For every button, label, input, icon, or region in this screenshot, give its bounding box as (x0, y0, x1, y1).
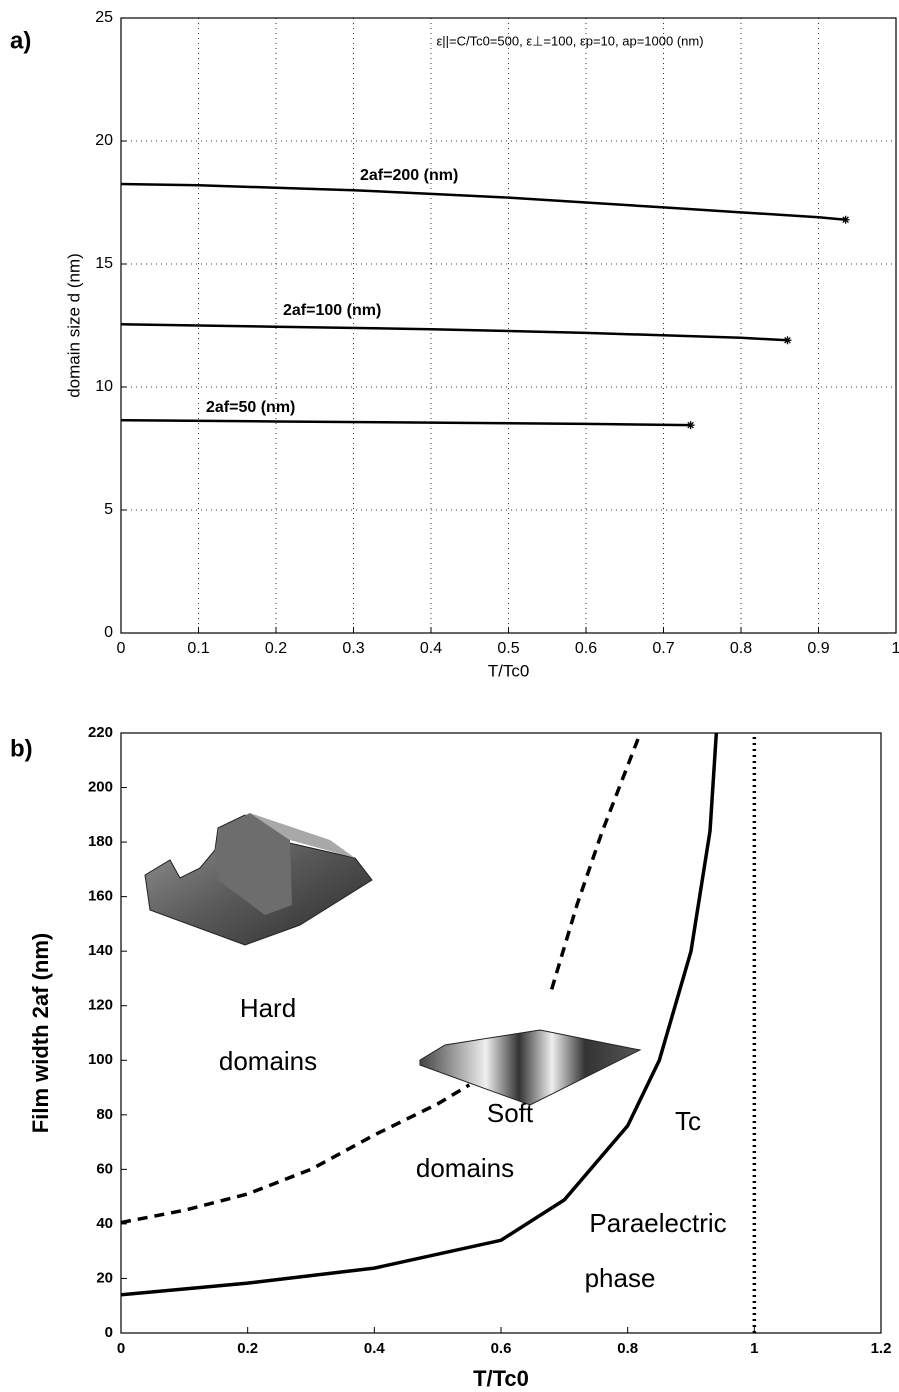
x-tick-label: 0.8 (730, 640, 752, 657)
data-line (120, 182, 846, 221)
end-marker (783, 336, 792, 345)
annotation: Tc (675, 1106, 701, 1136)
data-line (120, 418, 691, 427)
annotation: phase (585, 1263, 656, 1293)
end-marker (841, 215, 850, 224)
y-tick-label: 0 (104, 624, 113, 641)
x-tick-label: 0 (117, 1340, 125, 1357)
x-tick-label: 1 (750, 1340, 758, 1357)
x-tick-label: 1.2 (871, 1340, 892, 1357)
x-axis-label: T/Tc0 (473, 1366, 529, 1391)
annotation: ε||=C/Tc0=500, ε⊥=100, εp=10, ap=1000 (n… (436, 33, 703, 48)
series-label: 2af=50 (nm) (206, 399, 295, 416)
y-tick-label: 15 (95, 255, 113, 272)
annotation: Hard (240, 993, 296, 1023)
x-tick-label: 0.7 (652, 640, 674, 657)
x-tick-label: 1 (892, 640, 899, 657)
data-line (120, 732, 719, 1297)
x-tick-label: 0.2 (265, 640, 287, 657)
data-line (120, 732, 642, 1225)
y-tick-label: 180 (88, 833, 113, 850)
inset-hard-domains (144, 813, 373, 946)
y-tick-label: 160 (88, 888, 113, 905)
y-tick-label: 60 (96, 1160, 113, 1177)
y-tick-label: 220 (88, 724, 113, 741)
y-tick-label: 140 (88, 942, 113, 959)
x-axis-label: T/Tc0 (488, 661, 530, 680)
x-tick-label: 0.3 (342, 640, 364, 657)
x-tick-label: 0.5 (497, 640, 519, 657)
x-tick-label: 0 (117, 640, 126, 657)
annotation: Soft (487, 1098, 534, 1128)
x-tick-label: 0.8 (617, 1340, 638, 1357)
y-tick-label: 40 (96, 1215, 113, 1232)
y-tick-label: 5 (104, 501, 113, 518)
end-marker (686, 421, 695, 430)
y-tick-label: 20 (96, 1269, 113, 1286)
inset-soft-domains (419, 1029, 642, 1106)
y-tick-label: 25 (95, 9, 113, 26)
series-label: 2af=100 (nm) (283, 302, 381, 319)
y-axis-label: domain size d (nm) (64, 253, 83, 398)
x-tick-label: 0.6 (491, 1340, 512, 1357)
x-tick-label: 0.6 (575, 640, 597, 657)
y-tick-label: 10 (95, 378, 113, 395)
y-tick-label: 200 (88, 779, 113, 796)
panel-label: a) (10, 27, 31, 54)
x-tick-label: 0.4 (420, 640, 442, 657)
x-tick-label: 0.1 (187, 640, 209, 657)
annotation: domains (219, 1046, 317, 1076)
y-axis-label: Film width 2af (nm) (28, 933, 53, 1133)
panel-label: b) (10, 735, 33, 762)
x-tick-label: 0.4 (364, 1340, 386, 1357)
y-tick-label: 20 (95, 132, 113, 149)
y-tick-label: 80 (96, 1106, 113, 1123)
y-tick-label: 0 (105, 1324, 113, 1341)
annotation: Paraelectric (589, 1208, 726, 1238)
y-tick-label: 120 (88, 997, 113, 1014)
annotation: domains (416, 1153, 514, 1183)
x-tick-label: 0.2 (237, 1340, 258, 1357)
x-tick-label: 0.9 (807, 640, 829, 657)
data-line (120, 323, 788, 342)
y-tick-label: 100 (88, 1051, 113, 1068)
series-label: 2af=200 (nm) (360, 167, 458, 184)
